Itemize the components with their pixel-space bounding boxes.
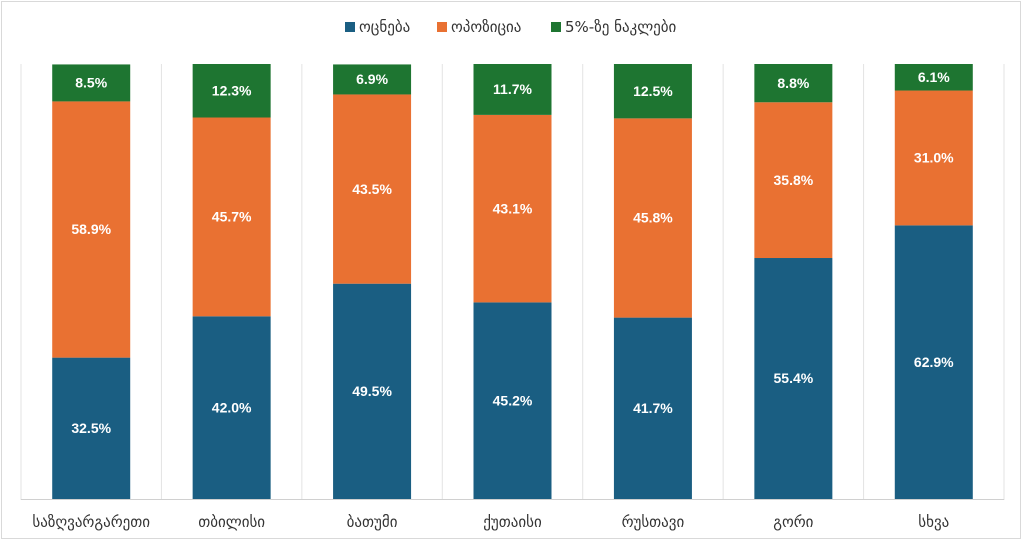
x-tick-label: გორი — [773, 513, 813, 531]
data-label: 43.5% — [352, 181, 392, 197]
x-tick-label: ბათუმი — [347, 513, 398, 531]
bar-segment — [473, 302, 552, 499]
bar-segment — [333, 64, 412, 95]
data-label: 41.7% — [633, 400, 673, 416]
data-label: 12.5% — [633, 83, 673, 99]
data-label: 6.1% — [918, 69, 950, 85]
data-label: 31.0% — [914, 150, 954, 166]
data-label: 55.4% — [774, 370, 814, 386]
x-tick-label: სხვა — [918, 513, 949, 531]
data-label: 62.9% — [914, 354, 954, 370]
data-label: 6.9% — [356, 71, 388, 87]
bar-segment — [192, 316, 271, 499]
x-tick-label: საზღვარგარეთი — [32, 513, 150, 531]
bar-segment — [754, 258, 833, 499]
bar-segment — [894, 225, 973, 499]
data-label: 8.5% — [75, 75, 107, 91]
legend-swatch — [345, 22, 355, 32]
data-label: 11.7% — [493, 81, 532, 97]
data-label: 45.7% — [212, 209, 252, 225]
bar-segment — [754, 102, 833, 259]
x-tick-label: ქუთაისი — [483, 513, 542, 531]
data-label: 42.0% — [212, 399, 252, 415]
bar-segment — [333, 94, 412, 284]
data-label: 43.1% — [493, 200, 533, 216]
bar-segment — [192, 64, 271, 118]
legend-label: ოცნება — [359, 18, 410, 36]
bar-segment — [613, 64, 692, 119]
bar-segment — [473, 64, 552, 115]
bar-segment — [333, 283, 412, 499]
data-label: 35.8% — [774, 172, 814, 188]
bar-segment — [52, 101, 131, 358]
x-tick-label: რუსთავი — [622, 513, 685, 531]
data-label: 49.5% — [352, 383, 392, 399]
data-label: 8.8% — [777, 75, 809, 91]
bar-segment — [894, 90, 973, 226]
bar-segment — [192, 117, 271, 317]
bar-segment — [894, 64, 973, 91]
bar-segment — [754, 64, 833, 103]
data-label: 58.9% — [71, 221, 111, 237]
data-label: 32.5% — [71, 420, 111, 436]
legend-swatch — [551, 22, 561, 32]
legend-swatch — [437, 22, 447, 32]
bar-segment — [473, 114, 552, 303]
data-label: 45.2% — [493, 392, 533, 408]
bar-segment — [613, 317, 692, 499]
data-label: 12.3% — [212, 82, 252, 98]
data-label: 45.8% — [633, 210, 673, 226]
x-tick-label: თბილისი — [198, 513, 265, 531]
legend-label: ოპოზიცია — [451, 18, 521, 36]
legend-label: 5%-ზე ნაკლები — [565, 18, 677, 36]
bar-segment — [613, 118, 692, 318]
bar-segment — [52, 64, 131, 102]
bar-segment — [52, 357, 131, 499]
